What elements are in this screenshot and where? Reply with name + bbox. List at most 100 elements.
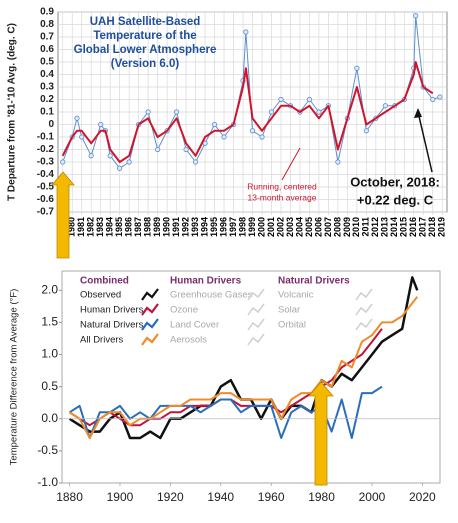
series-line: [69, 296, 419, 439]
x-tick-label: 2011: [361, 217, 371, 237]
y-tick-label: -0.5: [37, 182, 55, 193]
data-point: [413, 13, 419, 19]
y-tick-label: 0.5: [41, 379, 58, 393]
legend-label: Land Cover: [170, 320, 219, 331]
x-tick-label: 2010: [351, 217, 361, 237]
annotation: +0.22 deg. C: [357, 192, 434, 207]
x-tick-label: 2015: [399, 217, 409, 237]
x-tick-label: 1985: [114, 217, 124, 237]
x-tick-label: 1980: [67, 217, 77, 237]
x-tick-label: 1982: [86, 217, 96, 237]
legend-swatch: [247, 318, 265, 331]
legend-group-title: Human Drivers: [170, 276, 242, 287]
data-point: [316, 109, 322, 115]
data-point: [306, 96, 313, 103]
x-tick-label: 2017: [418, 217, 428, 237]
x-tick-label: 2000: [256, 217, 266, 237]
x-tick-label: 2020: [409, 490, 436, 504]
legend-label: Ozone: [170, 305, 198, 316]
x-tick-label: 2016: [408, 217, 418, 237]
x-tick-label: 1988: [143, 217, 153, 237]
x-tick-label: 1984: [105, 217, 115, 237]
y-tick-label: 0.7: [40, 32, 54, 43]
y-tick-label: -0.5: [37, 443, 58, 457]
legend-label: Observed: [80, 290, 121, 301]
x-tick-label: 1980: [308, 490, 335, 504]
data-point: [60, 159, 66, 165]
y-tick-label: 0.1: [40, 107, 54, 118]
legend-swatch: [355, 318, 373, 331]
legend-label: Natural Drivers: [80, 320, 144, 331]
legend-swatch: [355, 303, 373, 316]
chart-title: (Version 6.0): [111, 58, 180, 70]
x-tick-label: 2000: [359, 490, 386, 504]
y-tick-label: 1.0: [41, 347, 58, 361]
x-tick-label: 2013: [380, 217, 390, 237]
y-tick-label: -1.0: [37, 475, 58, 489]
data-point: [437, 94, 443, 100]
legend-label: Human Drivers: [80, 305, 144, 316]
data-point: [363, 128, 369, 134]
data-point: [145, 109, 151, 115]
y-tick-label: -0.6: [37, 194, 55, 205]
legend-swatch: [247, 333, 265, 346]
x-tick-label: 1996: [218, 217, 228, 237]
annotation: Running, centered: [247, 181, 317, 191]
x-tick-label: 2008: [332, 217, 342, 237]
data-point: [382, 103, 388, 109]
highlight-arrow: [308, 381, 334, 486]
data-point: [173, 109, 180, 115]
legend-swatch: [141, 333, 159, 346]
x-tick-label: 2012: [370, 217, 380, 237]
y-tick-label: -0.4: [37, 169, 55, 180]
x-tick-label: 1986: [124, 217, 134, 237]
x-tick-label: 2002: [275, 217, 285, 237]
legend-label: Aerosols: [170, 335, 207, 346]
annotation-arrow: [281, 147, 301, 181]
annotation-arrow: [417, 111, 433, 173]
x-tick-label: 1997: [228, 217, 238, 237]
x-tick-label: 1994: [199, 217, 209, 237]
y-tick-label: -0.2: [37, 144, 55, 155]
y-tick-label: 0.3: [40, 82, 54, 93]
data-point: [430, 96, 436, 103]
plot-area: [61, 270, 441, 484]
data-point: [98, 121, 104, 128]
legend-swatch: [141, 303, 159, 316]
x-tick-label: 1998: [237, 217, 247, 237]
data-point: [126, 159, 132, 165]
data-point: [249, 128, 256, 134]
data-point: [268, 109, 275, 115]
y-tick-label: 0.5: [40, 57, 54, 68]
chart-title: UAH Satellite-Based: [90, 16, 201, 28]
legend-swatch: [355, 288, 373, 301]
x-tick-label: 1989: [152, 217, 162, 237]
legend-label: Greenhouse Gases: [170, 290, 253, 301]
y-tick-label: -0.3: [37, 157, 55, 168]
x-tick-label: 1983: [95, 217, 105, 237]
x-tick-label: 1999: [247, 217, 257, 237]
y-tick-label: 0.4: [40, 69, 54, 80]
series-line: [69, 385, 383, 439]
x-tick-label: 2018: [427, 217, 437, 237]
x-tick-label: 1987: [133, 217, 143, 237]
data-point: [221, 134, 227, 140]
x-tick-label: 1960: [258, 490, 285, 504]
x-tick-label: 1880: [56, 490, 83, 504]
data-point: [107, 153, 113, 159]
data-point: [117, 165, 123, 171]
data-point: [335, 159, 341, 165]
data-point: [79, 134, 85, 140]
y-tick-label: 0.0: [41, 411, 58, 425]
y-tick-label: 0.9: [40, 7, 54, 18]
annotation: 13-month average: [248, 192, 317, 202]
x-tick-label: 1920: [157, 490, 184, 504]
y-tick-label: -0.1: [37, 132, 55, 143]
arrow-head: [414, 108, 422, 118]
x-tick-label: 2004: [294, 217, 304, 237]
data-point: [243, 29, 249, 35]
data-point: [211, 121, 218, 128]
y-tick-label: 2.0: [41, 282, 58, 296]
x-tick-label: 1992: [180, 217, 190, 237]
